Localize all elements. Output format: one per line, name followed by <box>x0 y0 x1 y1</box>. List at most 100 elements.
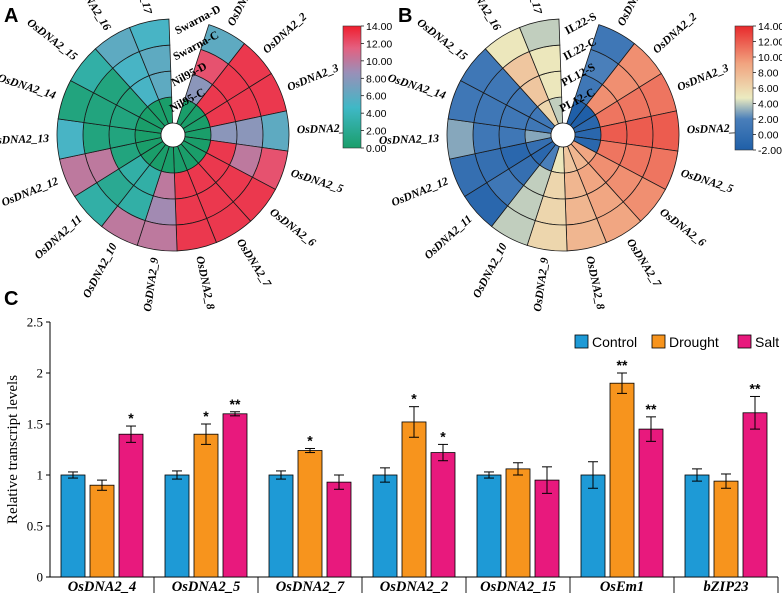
colorbar-tick-label: 6.00 <box>366 91 387 103</box>
gene-label: OsDNA2_1 <box>616 0 652 28</box>
gene-label: OsDNA2_3 <box>286 62 341 94</box>
heat-cell <box>650 110 680 152</box>
bar-salt <box>430 452 456 578</box>
bar-control <box>684 474 710 578</box>
heat-cell <box>472 122 501 155</box>
gene-label: OsDNA2_1 <box>226 0 262 28</box>
colorbar-tick-label: 8.00 <box>366 73 387 85</box>
bar-salt <box>534 479 560 578</box>
significance-marker: * <box>440 428 446 444</box>
heat-cell <box>129 18 171 53</box>
bar-drought <box>89 484 115 578</box>
legend-label: Drought <box>669 334 719 350</box>
gene-label: OsDNA2_13 <box>0 133 50 147</box>
legend-swatch-drought <box>651 334 666 349</box>
gene-label: OsDNA2_16 <box>71 0 113 33</box>
gene-label: OsDNA2_3 <box>676 62 731 94</box>
colorbar-tick-label: 4.00 <box>366 108 387 120</box>
bar-control <box>164 474 190 578</box>
bar-drought <box>713 480 739 578</box>
y-tick-label: 2 <box>37 366 44 381</box>
category-label: bZIP23 <box>703 579 748 595</box>
bar-control <box>60 474 86 578</box>
colorbar-tick-label: 0.00 <box>366 143 387 155</box>
gene-label: OsDNA2_4 <box>687 122 742 136</box>
gene-label: OsDNA2_9 <box>142 257 161 313</box>
colorbar-tick-label: 10.00 <box>366 56 392 68</box>
gene-label: OsDNA2_9 <box>532 257 551 313</box>
colorbar-tick-label: 2.00 <box>758 114 779 126</box>
legend-label: Control <box>592 334 637 350</box>
colorbar-tick-label: 14.00 <box>366 21 392 33</box>
gene-label: OsDNA2_15 <box>24 17 79 64</box>
gene-label: OsDNA2_10 <box>81 241 120 300</box>
bar-drought <box>401 421 427 578</box>
gene-label: OsDNA2_8 <box>193 255 216 311</box>
gene-label: OsDNA2_13 <box>379 133 440 147</box>
colorbar-tick-label: 4.00 <box>758 99 779 111</box>
gene-label: OsDNA2_6 <box>267 206 317 249</box>
panel-c-letter: C <box>4 288 18 310</box>
significance-marker: ** <box>230 396 241 412</box>
bar-drought <box>193 433 219 578</box>
bar-salt <box>222 413 248 578</box>
ring-label: IL22-S <box>563 11 599 37</box>
gene-label: OsDNA2_17 <box>129 0 153 16</box>
y-tick-label: 0.5 <box>27 519 43 534</box>
gene-label: OsDNA2_6 <box>657 206 707 249</box>
category-label: OsDNA2_2 <box>380 579 448 595</box>
gene-label: OsDNA2_11 <box>32 213 84 262</box>
significance-marker: ** <box>646 401 657 417</box>
bar-drought <box>609 382 635 578</box>
colorbar-tick-label: 12.00 <box>758 37 782 49</box>
bar-control <box>268 474 294 578</box>
significance-marker: ** <box>750 380 761 396</box>
significance-marker: * <box>307 432 313 448</box>
colorbar-tick-label: 14.00 <box>758 21 782 33</box>
gene-label: OsDNA2_7 <box>234 237 274 290</box>
gene-label: OsDNA2_12 <box>0 175 60 209</box>
y-tick-label: 0 <box>37 570 44 585</box>
category-label: OsDNA2_5 <box>172 579 240 595</box>
significance-marker: ** <box>617 357 628 373</box>
heat-cell <box>56 118 86 160</box>
colorbar-tick-label: 10.00 <box>758 52 782 64</box>
category-label: OsEm1 <box>600 579 644 595</box>
panel-c-bar-chart: 0 0.5 1 1.5 2 2.5 Relative transcript levels Os… <box>5 315 779 595</box>
panel-b-letter: B <box>398 5 412 27</box>
gene-label: OsDNA2_7 <box>624 237 664 290</box>
significance-marker: * <box>128 410 134 426</box>
bar-drought <box>297 450 323 578</box>
category-label: OsDNA2_7 <box>276 579 345 595</box>
gene-label: OsDNA2_8 <box>583 255 606 311</box>
bar-salt <box>118 433 144 578</box>
y-tick-label: 1.5 <box>27 417 43 432</box>
colorbar <box>342 25 362 149</box>
bar-control <box>580 474 606 578</box>
significance-marker: * <box>203 408 209 424</box>
significance-marker: * <box>411 391 417 407</box>
colorbar <box>734 25 754 151</box>
heat-cell <box>625 115 654 148</box>
heat-cell <box>235 115 264 148</box>
colorbar-tick-label: -2.00 <box>758 145 782 157</box>
colorbar-tick-label: 0.00 <box>758 130 779 142</box>
bar-control <box>372 474 398 578</box>
gene-label: OsDNA2_2 <box>261 11 310 56</box>
gene-label: OsDNA2_2 <box>651 11 700 56</box>
colorbar-tick-label: 8.00 <box>758 68 779 80</box>
colorbar-tick-label: 2.00 <box>366 126 387 138</box>
colorbar-tick-label: 6.00 <box>758 83 779 95</box>
bar-salt <box>638 428 664 578</box>
heat-cell <box>519 18 561 53</box>
category-label: OsDNA2_4 <box>68 579 136 595</box>
colorbar-tick-label: 12.00 <box>366 38 392 50</box>
legend-label: Salt <box>755 334 779 350</box>
y-axis-title: Relative transcript levels <box>5 375 21 524</box>
gene-label: OsDNA2_15 <box>414 17 469 64</box>
gene-label: OsDNA2_14 <box>386 72 447 102</box>
y-tick-label: 2.5 <box>27 315 43 330</box>
center-circle <box>160 122 186 148</box>
